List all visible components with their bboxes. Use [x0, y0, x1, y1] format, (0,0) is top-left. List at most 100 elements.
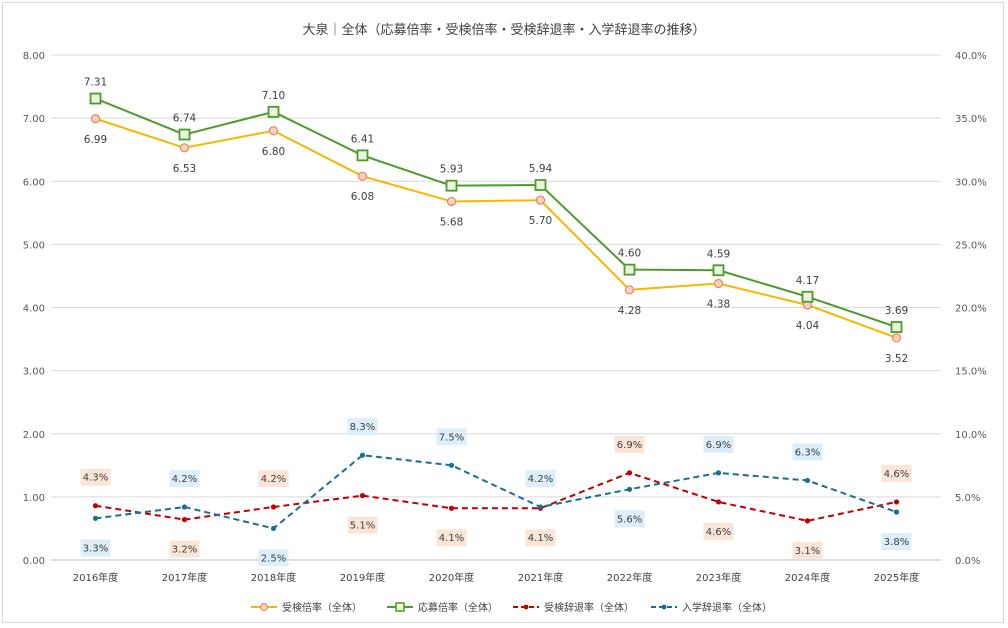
x-tick-label: 2019年度 — [340, 571, 385, 584]
data-label: 4.59 — [707, 248, 730, 260]
data-label-box — [80, 468, 111, 486]
data-point — [357, 171, 368, 181]
data-label: 7.5% — [439, 432, 464, 443]
data-point — [712, 264, 725, 277]
data-label: 5.1% — [350, 521, 375, 532]
data-label: 6.9% — [617, 440, 642, 451]
data-point — [268, 126, 279, 136]
x-tick-label: 2025年度 — [874, 571, 919, 584]
legend-label: 受検倍率（全体） — [282, 601, 362, 614]
series-line — [95, 454, 897, 530]
data-label: 5.94 — [529, 163, 553, 175]
data-label-box — [80, 539, 111, 557]
data-point — [715, 499, 722, 505]
data-point — [92, 515, 99, 521]
data-label: 6.53 — [173, 163, 196, 175]
legend-label: 応募倍率（全体） — [418, 601, 498, 614]
data-label: 8.3% — [350, 422, 375, 433]
data-label: 5.93 — [440, 164, 463, 176]
data-point — [890, 321, 903, 333]
data-label: 6.80 — [262, 146, 285, 158]
data-point — [623, 263, 636, 276]
left-tick-label: 7.00 — [23, 114, 45, 125]
data-point — [359, 493, 366, 499]
left-tick-label: 3.00 — [23, 367, 45, 378]
data-label-box — [881, 533, 912, 551]
data-point — [90, 114, 101, 124]
data-point — [626, 470, 633, 476]
data-point — [359, 452, 366, 458]
right-tick-label: 10.0% — [955, 430, 987, 441]
data-point — [179, 143, 190, 153]
right-tick-label: 20.0% — [955, 304, 987, 315]
data-label-box — [703, 435, 734, 453]
data-label: 3.69 — [885, 305, 908, 317]
data-label: 4.1% — [439, 533, 464, 544]
right-tick-label: 5.0% — [955, 493, 980, 504]
data-label: 4.2% — [172, 474, 197, 485]
data-label-box — [881, 464, 912, 482]
right-tick-label: 40.0% — [955, 51, 987, 62]
data-point — [181, 504, 188, 510]
data-label: 5.68 — [440, 216, 463, 228]
data-label: 6.08 — [351, 191, 374, 203]
data-point — [713, 278, 724, 289]
right-tick-label: 15.0% — [955, 367, 987, 378]
data-point — [270, 504, 277, 510]
x-tick-label: 2024年度 — [785, 571, 830, 584]
data-label: 3.52 — [885, 353, 908, 365]
right-tick-label: 35.0% — [955, 114, 987, 125]
data-point — [92, 503, 99, 509]
data-label-box — [258, 549, 289, 567]
data-label: 7.10 — [262, 90, 285, 102]
right-tick-label: 25.0% — [955, 240, 987, 251]
data-point — [801, 290, 814, 303]
x-tick-label: 2018年度 — [251, 571, 296, 584]
data-label: 6.99 — [84, 134, 107, 146]
legend-label: 入学辞退率（全体） — [682, 601, 772, 614]
data-label: 5.70 — [529, 215, 552, 227]
data-point — [446, 196, 457, 207]
data-point — [893, 499, 900, 505]
series-line — [95, 117, 897, 339]
data-label-box — [525, 469, 556, 487]
data-point — [804, 477, 811, 484]
data-point — [448, 462, 455, 468]
data-point — [445, 179, 458, 192]
data-label: 3.8% — [884, 537, 909, 548]
data-point — [626, 486, 633, 492]
data-point — [537, 504, 544, 510]
data-point — [891, 333, 902, 343]
data-label-box — [792, 443, 823, 461]
data-label-box — [792, 541, 823, 559]
data-label: 4.3% — [83, 473, 108, 484]
data-point — [181, 517, 188, 523]
left-tick-label: 6.00 — [23, 177, 45, 188]
legend-marker — [523, 604, 529, 610]
left-tick-label: 2.00 — [23, 430, 45, 441]
x-tick-label: 2023年度 — [696, 571, 741, 584]
data-label: 3.2% — [172, 545, 197, 556]
right-tick-label: 30.0% — [955, 177, 987, 188]
legend-marker — [395, 602, 405, 612]
series-line — [95, 97, 897, 329]
legend-label: 受検辞退率（全体） — [544, 601, 634, 614]
data-label: 4.1% — [528, 533, 553, 544]
legend-marker — [259, 602, 269, 612]
data-label-box — [525, 529, 556, 547]
left-tick-label: 4.00 — [23, 304, 45, 315]
left-tick-label: 0.00 — [23, 556, 45, 567]
data-label: 4.38 — [707, 299, 730, 311]
data-label-box — [614, 435, 645, 453]
x-tick-label: 2017年度 — [162, 571, 207, 584]
data-label: 3.3% — [83, 543, 108, 554]
data-label: 4.04 — [796, 320, 820, 332]
data-label-box — [347, 418, 378, 436]
data-label: 3.1% — [795, 546, 820, 557]
data-label: 6.3% — [795, 447, 820, 458]
data-label: 4.2% — [261, 474, 286, 485]
legend-marker — [661, 604, 667, 610]
data-point — [624, 285, 635, 295]
data-label-box — [169, 540, 200, 558]
